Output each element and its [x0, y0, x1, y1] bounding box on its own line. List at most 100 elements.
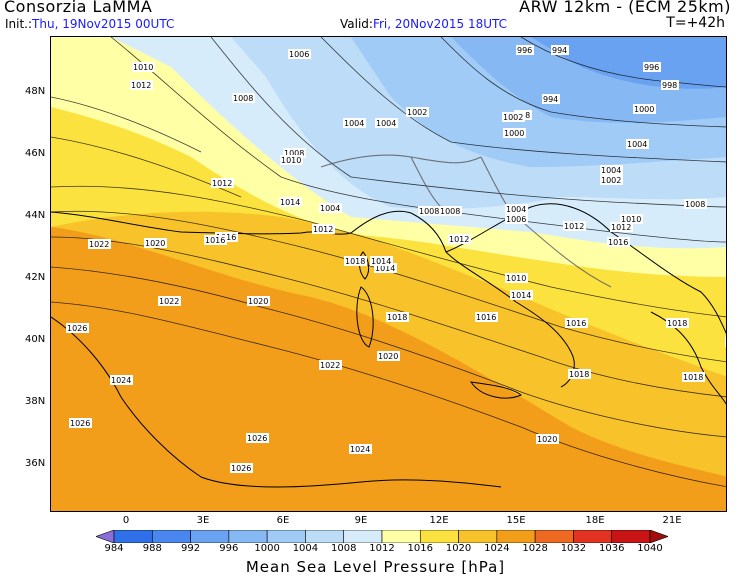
isobar-value: 1004	[601, 166, 621, 175]
isobar-label: 1000	[503, 128, 526, 138]
isobar-label: 1010	[132, 62, 155, 72]
isobar-label: 1004	[505, 204, 528, 214]
isobar-value: 1008	[685, 200, 705, 209]
isobar-value: 1018	[683, 373, 703, 382]
isobar-label: 1000	[633, 104, 656, 114]
valid-label: Valid:	[340, 17, 373, 31]
isobar-label: 1018	[344, 256, 367, 266]
pressure-map: 9969941006101010121008996998994998100010…	[50, 36, 727, 512]
forecast-timestep: T=+42h	[666, 15, 725, 31]
lon-label: 0	[122, 515, 130, 526]
isobar-label: 1004	[600, 165, 623, 175]
colorbar-segment	[266, 530, 306, 543]
isobar-label: 1012	[130, 80, 153, 90]
isobar-value: 1018	[345, 257, 365, 266]
colorbar-label: 1012	[369, 543, 395, 554]
colorbar-label: 1000	[254, 543, 280, 554]
isobar-label: 1020	[536, 434, 559, 444]
colorbar-segment	[151, 530, 191, 543]
isobar-value: 1012	[313, 225, 333, 234]
isobar-value: 1014	[280, 198, 300, 207]
colorbar-segment	[419, 530, 459, 543]
isobar-label: 1008	[684, 199, 707, 209]
map-canvas: 9969941006101010121008996998994998100010…	[51, 37, 727, 511]
isobar-label: 1002	[502, 112, 525, 122]
isobar-label: 1014	[510, 290, 533, 300]
isobar-value: 1020	[248, 297, 268, 306]
colorbar-segment	[190, 530, 230, 543]
isobar-value: 1014	[511, 291, 531, 300]
colorbar-label: 1032	[560, 543, 587, 554]
isobar-value: 1014	[726, 338, 727, 347]
isobar-label: 998	[661, 80, 679, 90]
isobar-label: 1022	[158, 296, 181, 306]
colorbar-label: 1004	[292, 543, 319, 554]
colorbar-label: 1040	[637, 543, 663, 554]
isobar-label: 1024	[110, 375, 133, 385]
isobar-value: 1006	[506, 215, 526, 224]
lat-label: 38N	[25, 396, 46, 407]
isobar-label: 1018	[568, 369, 591, 379]
colorbar-high-arrow	[649, 530, 668, 543]
lon-label: 6E	[276, 515, 290, 526]
isobar-value: 1010	[506, 274, 526, 283]
lon-label: 15E	[506, 515, 526, 526]
isobar-value: 1002	[407, 108, 427, 117]
valid-value: Fri, 20Nov2015 18UTC	[372, 17, 507, 31]
colorbar-segment	[305, 530, 345, 543]
colorbar-title: Mean Sea Level Pressure [hPa]	[245, 558, 506, 576]
isobar-label: 994	[542, 94, 560, 104]
isobar-label: 1008	[439, 206, 462, 216]
isobar-value: 1000	[634, 105, 654, 114]
isobar-label: 1018	[386, 312, 409, 322]
lat-label: 48N	[25, 86, 46, 97]
isobar-value: 1006	[289, 50, 309, 59]
model-title: ARW 12km - (ECM 25km)	[519, 0, 731, 16]
colorbar-label: 1008	[330, 543, 357, 554]
init-value: Thu, 19Nov2015 00UTC	[32, 17, 175, 31]
provider-title: Consorzia LaMMA	[4, 0, 153, 16]
isobar-value: 1002	[601, 176, 621, 185]
colorbar-label: 1028	[522, 543, 548, 554]
isobar-value: 1026	[70, 419, 90, 428]
isobar-value: 1024	[350, 445, 370, 454]
isobar-value: 1010	[621, 215, 641, 224]
lon-label: 18E	[585, 515, 605, 526]
colorbar-low-arrow	[96, 530, 115, 543]
isobar-value: 996	[517, 46, 532, 55]
isobar-value: 1012	[131, 81, 151, 90]
colorbar-segment	[534, 530, 574, 543]
isobar-value: 1008	[284, 149, 304, 158]
isobar-value: 1010	[133, 63, 153, 72]
isobar-label: 1006	[288, 49, 311, 59]
colorbar-segment	[573, 530, 613, 543]
isobar-label: 1010	[620, 214, 643, 224]
isobar-value: 1018	[667, 319, 687, 328]
colorbar-segment	[228, 530, 268, 543]
isobar-label: 1008	[283, 148, 306, 158]
isobar-value: 1000	[504, 129, 524, 138]
isobar-value: 1022	[159, 297, 179, 306]
lat-label: 44N	[25, 210, 46, 221]
isobar-value: 1012	[212, 179, 232, 188]
lat-label: 42N	[25, 272, 46, 283]
colorbar-segment	[343, 530, 383, 543]
isobar-label: 996	[516, 45, 534, 55]
isobar-value: 1004	[344, 119, 364, 128]
isobar-value: 998	[662, 81, 677, 90]
isobar-label: 1022	[88, 239, 111, 249]
isobar-label: 1026	[66, 323, 89, 333]
isobar-label: 996	[643, 62, 661, 72]
colorbar-label: 1020	[445, 543, 472, 554]
isobar-value: 1020	[378, 352, 398, 361]
isobar-value: 1022	[320, 361, 340, 370]
lon-label: 21E	[662, 515, 682, 526]
isobar-label: 1018	[682, 372, 705, 382]
lon-label: 12E	[429, 515, 449, 526]
colorbar-label: 992	[181, 543, 201, 554]
isobar-value: 1020	[537, 435, 557, 444]
isobar-value: 1008	[440, 207, 460, 216]
isobar-lines	[51, 37, 726, 488]
isobar-label: 1022	[319, 360, 342, 370]
isobar-label: 1016	[565, 318, 588, 328]
